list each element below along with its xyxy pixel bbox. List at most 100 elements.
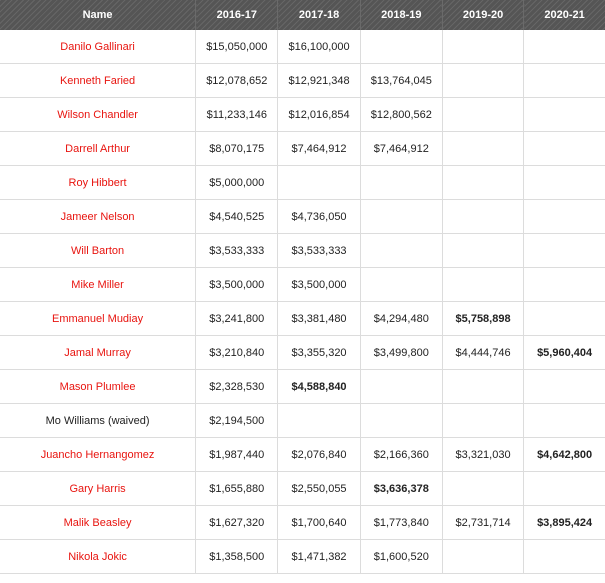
salary-cell: $16,100,000 (277, 30, 361, 64)
player-name[interactable]: Juancho Hernangomez (0, 437, 197, 472)
salary-cell: $3,355,320 (277, 335, 361, 370)
salary-cell: $15,050,000 (195, 30, 279, 64)
salary-cell: $1,471,382 (277, 539, 361, 574)
salary-cell: $4,294,480 (360, 301, 443, 336)
salary-cell (442, 403, 525, 438)
player-name[interactable]: Jamal Murray (0, 335, 197, 370)
salary-cell (442, 63, 525, 98)
salary-cell (360, 199, 443, 234)
player-name[interactable]: Danilo Gallinari (0, 30, 197, 64)
player-name[interactable]: Jameer Nelson (0, 199, 197, 234)
salary-cell (442, 131, 525, 166)
table-row: Mo Williams (waived) $2,194,500 (0, 403, 605, 438)
player-name[interactable]: Malik Beasley (0, 505, 197, 540)
table-row: Emmanuel Mudiay $3,241,800 $3,381,480 $4,29… (0, 301, 605, 336)
salary-cell: $3,499,800 (360, 335, 443, 370)
salary-cell: $3,210,840 (195, 335, 279, 370)
salary-cell (360, 369, 443, 404)
player-name[interactable]: Mike Miller (0, 267, 197, 302)
player-name[interactable]: Will Barton (0, 233, 197, 268)
salary-cell (360, 233, 443, 268)
table-row: Malik Beasley $1,627,320 $1,700,640 $1,773,… (0, 505, 605, 540)
salary-cell: $4,444,746 (442, 335, 525, 370)
table-row: Will Barton $3,533,333 $3,533,333 (0, 233, 605, 268)
salary-cell (360, 165, 443, 200)
player-name[interactable]: Wilson Chandler (0, 97, 197, 132)
salary-cell: $3,500,000 (277, 267, 361, 302)
player-name[interactable]: Kenneth Faried (0, 63, 197, 98)
salary-cell (523, 199, 605, 234)
salary-cell (360, 267, 443, 302)
table-row: Gary Harris $1,655,880 $2,550,055 $3,636,37… (0, 471, 605, 506)
salary-cell: $11,233,146 (195, 97, 279, 132)
salary-cell: $12,016,854 (277, 97, 361, 132)
column-header-2019-20[interactable]: 2019-20 (442, 0, 525, 30)
salary-cell: $12,921,348 (277, 63, 361, 98)
salary-cell (442, 267, 525, 302)
salary-cell: $1,987,440 (195, 437, 279, 472)
column-header-2016-17[interactable]: 2016-17 (195, 0, 279, 30)
salary-cell: $4,736,050 (277, 199, 361, 234)
salary-cell (360, 30, 443, 64)
table-row: Danilo Gallinari $15,050,000 $16,100,000 (0, 30, 605, 64)
salary-cell (277, 403, 361, 438)
salary-cell: $3,381,480 (277, 301, 361, 336)
salary-cell (277, 165, 361, 200)
salary-cell: $12,078,652 (195, 63, 279, 98)
salary-cell: $2,166,360 (360, 437, 443, 472)
table-row: Mason Plumlee $2,328,530 $4,588,840 (0, 369, 605, 404)
salary-cell (442, 233, 525, 268)
salary-cell (523, 97, 605, 132)
table-row: Jameer Nelson $4,540,525 $4,736,050 (0, 199, 605, 234)
player-name[interactable]: Darrell Arthur (0, 131, 197, 166)
salary-cell (442, 369, 525, 404)
salary-cell: $3,533,333 (195, 233, 279, 268)
salary-cell (523, 233, 605, 268)
salary-cell: $1,655,880 (195, 471, 279, 506)
salary-cell: $2,731,714 (442, 505, 525, 540)
salary-cell: $1,700,640 (277, 505, 361, 540)
player-name[interactable]: Gary Harris (0, 471, 197, 506)
player-name: Mo Williams (waived) (0, 403, 197, 438)
player-name[interactable]: Mason Plumlee (0, 369, 197, 404)
table-header: Name 2016-17 2017-18 2018-19 2019-20 202… (0, 0, 605, 30)
column-header-2020-21[interactable]: 2020-21 (523, 0, 605, 30)
column-header-2017-18[interactable]: 2017-18 (277, 0, 361, 30)
salary-cell (442, 539, 525, 574)
player-name[interactable]: Roy Hibbert (0, 165, 197, 200)
player-name[interactable]: Emmanuel Mudiay (0, 301, 197, 336)
salary-cell (523, 539, 605, 574)
player-name[interactable]: Nikola Jokic (0, 539, 197, 574)
table-row: Juancho Hernangomez $1,987,440 $2,076,840 $… (0, 437, 605, 472)
table-row: Kenneth Faried $12,078,652 $12,921,348 $13,… (0, 63, 605, 98)
salary-cell (523, 131, 605, 166)
salary-cell (523, 165, 605, 200)
salary-cell: $3,500,000 (195, 267, 279, 302)
salary-cell: $2,076,840 (277, 437, 361, 472)
salary-cell (442, 199, 525, 234)
salary-cell: $12,800,562 (360, 97, 443, 132)
salary-cell (523, 63, 605, 98)
salary-cell (523, 369, 605, 404)
salary-cell: $1,358,500 (195, 539, 279, 574)
salary-cell: $5,758,898 (442, 301, 525, 336)
salary-cell: $2,194,500 (195, 403, 279, 438)
salary-cell: $1,773,840 (360, 505, 443, 540)
salary-cell (523, 267, 605, 302)
table-row: Jamal Murray $3,210,840 $3,355,320 $3,499,8… (0, 335, 605, 370)
salary-cell (523, 403, 605, 438)
column-header-2018-19[interactable]: 2018-19 (360, 0, 443, 30)
salary-cell: $7,464,912 (360, 131, 443, 166)
table-row: Roy Hibbert $5,000,000 (0, 165, 605, 200)
salary-cell: $3,241,800 (195, 301, 279, 336)
salary-cell (442, 97, 525, 132)
column-header-name[interactable]: Name (0, 0, 197, 30)
salary-cell: $4,588,840 (277, 369, 361, 404)
salary-cell (523, 471, 605, 506)
header-row: Name 2016-17 2017-18 2018-19 2019-20 202… (0, 0, 605, 30)
table-row: Darrell Arthur $8,070,175 $7,464,912 $7,464… (0, 131, 605, 166)
salary-cell: $3,636,378 (360, 471, 443, 506)
salary-cell: $13,764,045 (360, 63, 443, 98)
salary-cell: $3,321,030 (442, 437, 525, 472)
